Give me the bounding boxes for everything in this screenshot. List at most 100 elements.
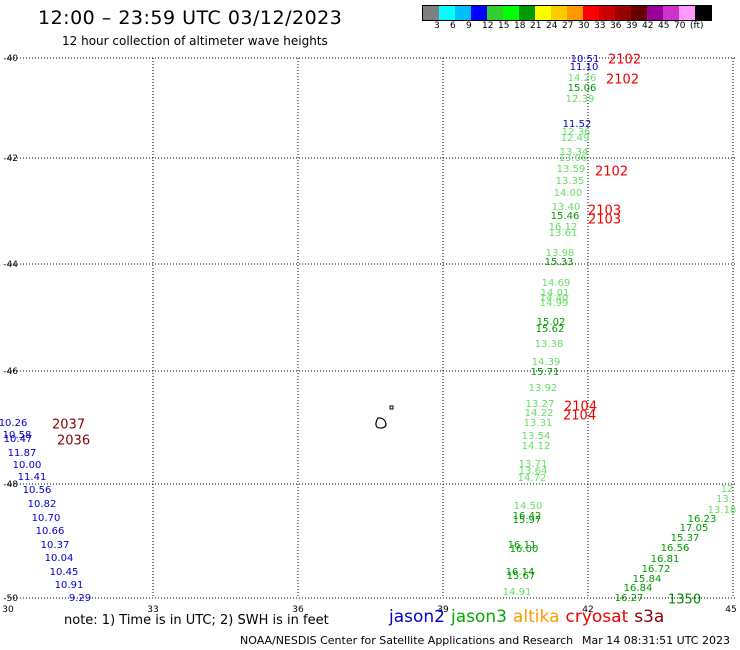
color-swatch bbox=[535, 6, 551, 20]
color-swatch bbox=[439, 6, 455, 20]
color-scale-label: 3 bbox=[434, 21, 440, 31]
color-swatch bbox=[599, 6, 615, 20]
wave-height-value: 16.11 bbox=[508, 540, 537, 551]
axis-tick-label: 42 bbox=[582, 605, 593, 615]
generated-timestamp: Mar 14 08:31:51 UTC 2023 bbox=[582, 634, 730, 647]
color-swatch bbox=[551, 6, 567, 20]
axis-tick-label: 45 bbox=[725, 605, 736, 615]
wave-height-value: 10.37 bbox=[41, 540, 70, 551]
axis-tick-label: -50 bbox=[3, 594, 18, 604]
credit-line: NOAA/NESDIS Center for Satellite Applica… bbox=[240, 634, 574, 647]
pass-time-label: 2103 bbox=[588, 213, 621, 228]
color-swatch bbox=[647, 6, 663, 20]
wave-height-value: 11.41 bbox=[18, 472, 47, 483]
pass-time-label: 2104 bbox=[564, 400, 597, 415]
color-scale-label: 45 bbox=[658, 21, 670, 31]
wave-height-value: 11.87 bbox=[8, 448, 37, 459]
color-swatch bbox=[663, 6, 679, 20]
wave-height-value: 14.39 bbox=[532, 357, 561, 368]
axis-tick-label: 33 bbox=[147, 605, 158, 615]
wave-height-value: 11.10 bbox=[570, 62, 599, 73]
wave-height-value: 14.26 bbox=[568, 73, 597, 84]
wave-height-value: 14.22 bbox=[525, 408, 554, 419]
wave-height-value: 13.64 bbox=[519, 466, 548, 477]
color-scale-label: 24 bbox=[546, 21, 558, 31]
wave-height-value: 16.14 bbox=[506, 567, 535, 578]
wave-height-value: 13.18 bbox=[708, 505, 737, 516]
color-scale-label: 15 bbox=[498, 21, 510, 31]
wave-height-value: 17.05 bbox=[680, 523, 709, 534]
axis-tick-label: -46 bbox=[3, 367, 18, 377]
wave-height-value: 15.62 bbox=[536, 324, 565, 335]
pass-time-label: 2036 bbox=[57, 434, 90, 449]
wave-height-value: 14.00 bbox=[554, 188, 583, 199]
wave-height-value: 10.45 bbox=[50, 567, 79, 578]
color-swatch bbox=[503, 6, 519, 20]
wave-height-value: 16.42 bbox=[513, 511, 542, 522]
wave-height-color-scale bbox=[422, 5, 712, 21]
wave-height-value: 16.81 bbox=[651, 554, 680, 565]
color-swatch bbox=[423, 6, 439, 20]
color-swatch bbox=[615, 6, 631, 20]
wave-height-value: 13. bbox=[716, 494, 732, 505]
wave-height-value: 12.39 bbox=[566, 94, 595, 105]
axis-tick-label: 39 bbox=[437, 605, 449, 615]
pass-time-label: 2104 bbox=[563, 409, 596, 424]
wave-height-value: 13.98 bbox=[546, 248, 575, 259]
color-scale-label: (ft) bbox=[690, 21, 704, 31]
wave-height-value: 10.26 bbox=[0, 418, 27, 429]
color-scale-label: 39 bbox=[626, 21, 638, 31]
lat-lon-grid bbox=[8, 57, 737, 599]
color-scale-label: 9 bbox=[466, 21, 472, 31]
wave-height-value: 16.84 bbox=[624, 583, 653, 594]
axis-tick-label: -44 bbox=[3, 260, 18, 270]
wave-height-value: 10.51 bbox=[571, 54, 600, 65]
color-scale-label: 12 bbox=[482, 21, 494, 31]
color-swatch bbox=[455, 6, 471, 20]
units-note: note: 1) Time is in UTC; 2) SWH is in fe… bbox=[64, 613, 329, 628]
wave-height-value: 14.69 bbox=[542, 278, 571, 289]
color-swatch bbox=[471, 6, 487, 20]
wave-height-value: 13.38 bbox=[535, 339, 564, 350]
wave-height-value: 15.06 bbox=[568, 83, 597, 94]
axis-tick-label: 36 bbox=[292, 605, 304, 615]
color-swatch bbox=[583, 6, 599, 20]
color-scale-label: 42 bbox=[642, 21, 654, 31]
color-scale-label: 36 bbox=[610, 21, 622, 31]
wave-height-value: 13.71 bbox=[519, 459, 548, 470]
satellite-legend: jason2 jason3 altika cryosat s3a bbox=[389, 607, 670, 627]
color-scale-label: 30 bbox=[578, 21, 590, 31]
wave-height-value: 14.40 bbox=[540, 293, 569, 304]
wave-height-value: 15.97 bbox=[513, 515, 542, 526]
wave-height-value: 15.46 bbox=[551, 211, 580, 222]
wave-height-value: 16.00 bbox=[510, 544, 539, 555]
wave-height-value: 12.49 bbox=[561, 133, 590, 144]
color-scale-label: 6 bbox=[450, 21, 456, 31]
pass-time-label: 2102 bbox=[606, 73, 639, 88]
color-swatch bbox=[567, 6, 583, 20]
wave-height-value: 10.91 bbox=[55, 580, 84, 591]
wave-height-value: 16.12 bbox=[549, 222, 578, 233]
wave-height-value: 13.31 bbox=[524, 418, 553, 429]
color-swatch bbox=[519, 6, 535, 20]
wave-height-value: 13.40 bbox=[552, 202, 581, 213]
wave-height-value: 14.99 bbox=[540, 298, 569, 309]
legend-entry-altika: altika bbox=[513, 607, 560, 627]
wave-height-value: 15.02 bbox=[537, 317, 566, 328]
color-scale-label: 21 bbox=[530, 21, 542, 31]
legend-entry-jason2: jason2 bbox=[389, 607, 445, 627]
wave-height-value: 14.72 bbox=[518, 473, 547, 484]
wave-height-value: 15.84 bbox=[633, 574, 662, 585]
legend-entry-s3a: s3a bbox=[634, 607, 665, 627]
wave-height-value: 12 bbox=[721, 484, 734, 495]
color-swatch bbox=[695, 6, 711, 20]
pass-time-label: 2102 bbox=[595, 165, 628, 180]
map-subtitle: 12 hour collection of altimeter wave hei… bbox=[62, 34, 328, 48]
wave-height-value: 13.54 bbox=[522, 431, 551, 442]
pass-time-label: 2037 bbox=[52, 418, 85, 433]
wave-height-value: 10.82 bbox=[28, 499, 57, 510]
pass-time-label: 2103 bbox=[588, 204, 621, 219]
